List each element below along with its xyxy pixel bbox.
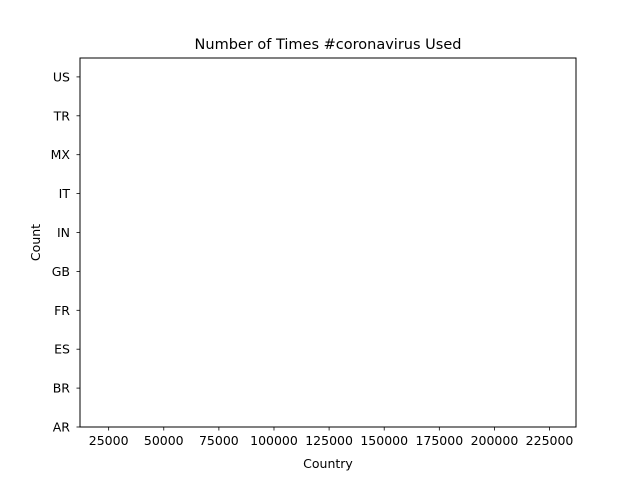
x-tick-label: 50000: [144, 433, 184, 448]
y-tick-label: ES: [54, 342, 70, 357]
y-tick-label: AR: [53, 420, 71, 435]
y-tick-label: FR: [54, 303, 70, 318]
x-tick-label: 25000: [89, 433, 129, 448]
x-tick-label: 75000: [199, 433, 239, 448]
x-tick-label: 100000: [250, 433, 298, 448]
x-tick-label: 200000: [471, 433, 519, 448]
y-tick-label: BR: [53, 381, 71, 396]
x-tick-label: 175000: [415, 433, 463, 448]
y-tick-label: MX: [51, 147, 71, 162]
y-axis-ticks: AR BR ES FR GB IN IT MX TR US: [51, 69, 80, 435]
chart-title: Number of Times #coronavirus Used: [195, 37, 462, 53]
y-tick-label: TR: [53, 108, 71, 123]
x-axis-label: Country: [303, 456, 353, 471]
x-tick-label: 225000: [526, 433, 574, 448]
x-tick-label: 150000: [360, 433, 408, 448]
y-tick-label: IT: [59, 186, 71, 201]
y-tick-label: IN: [57, 225, 70, 240]
plot-area-frame: [79, 57, 577, 428]
x-tick-label: 125000: [305, 433, 353, 448]
x-axis-ticks: 25000 50000 75000 100000 125000 150000 175000 2…: [89, 427, 574, 448]
y-tick-label: GB: [52, 264, 70, 279]
y-axis-label: Count: [28, 224, 43, 261]
y-tick-label: US: [53, 69, 70, 84]
